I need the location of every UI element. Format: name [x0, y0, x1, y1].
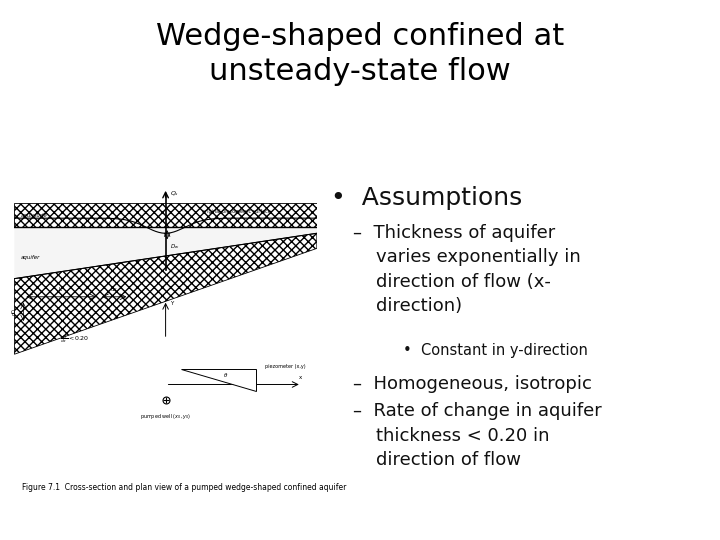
Text: dD: dD [12, 308, 17, 315]
Polygon shape [14, 227, 317, 279]
Polygon shape [14, 233, 317, 354]
Text: pumped well $(x_0,y_0)$: pumped well $(x_0,y_0)$ [140, 411, 192, 421]
Text: Y: Y [170, 301, 174, 306]
Text: $\theta$: $\theta$ [223, 372, 229, 380]
Text: aquifer: aquifer [20, 255, 40, 260]
Text: piezometer (x,y): piezometer (x,y) [266, 364, 306, 369]
Text: x: x [299, 375, 302, 380]
Text: Figure 7.1  Cross-section and plan view of a pumped wedge-shaped confined aquife: Figure 7.1 Cross-section and plan view o… [22, 483, 346, 492]
Text: dx: dx [111, 287, 117, 292]
Text: –  Homogeneous, isotropic: – Homogeneous, isotropic [353, 375, 592, 393]
Text: $\frac{dD}{dx}$ <0.20: $\frac{dD}{dx}$ <0.20 [60, 333, 89, 345]
Text: k: k [58, 287, 61, 292]
Text: original piezometric surface: original piezometric surface [202, 208, 271, 214]
Text: •  Constant in y-direction: • Constant in y-direction [403, 343, 588, 358]
Polygon shape [181, 369, 256, 390]
Polygon shape [14, 203, 317, 227]
Text: $D_w$: $D_w$ [170, 242, 179, 251]
Text: •  Assumptions: • Assumptions [331, 186, 523, 210]
Text: aquiclude: aquiclude [20, 213, 48, 218]
Text: –  Rate of change in aquifer
    thickness < 0.20 in
    direction of flow: – Rate of change in aquifer thickness < … [353, 402, 601, 469]
Text: $Q_s$: $Q_s$ [170, 190, 179, 198]
Text: –  Thickness of aquifer
    varies exponentially in
    direction of flow (x-
  : – Thickness of aquifer varies exponentia… [353, 224, 580, 315]
Text: Wedge-shaped confined at
unsteady-state flow: Wedge-shaped confined at unsteady-state … [156, 22, 564, 86]
